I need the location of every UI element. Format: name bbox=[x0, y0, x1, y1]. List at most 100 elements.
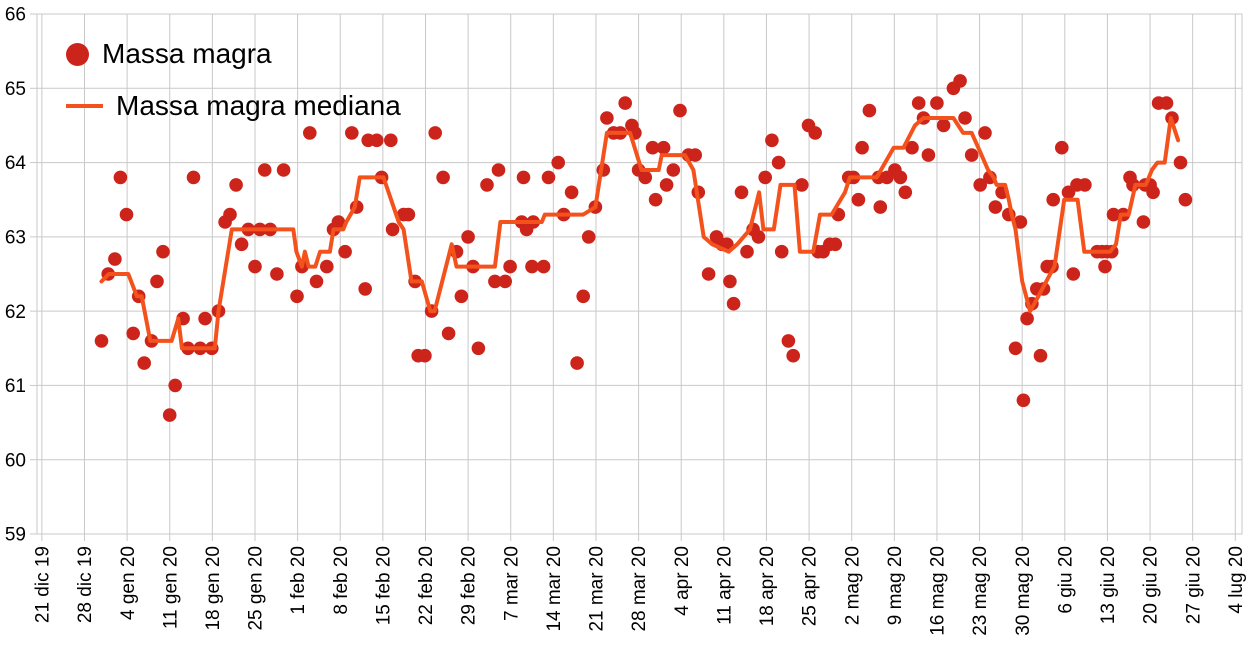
data-point bbox=[638, 170, 653, 185]
x-tick-label: 4 apr 20 bbox=[672, 546, 693, 616]
x-tick-label: 20 giu 20 bbox=[1141, 546, 1162, 624]
data-point bbox=[198, 311, 212, 326]
data-point bbox=[1008, 341, 1023, 356]
data-point bbox=[786, 348, 800, 363]
data-point bbox=[480, 178, 494, 192]
data-point bbox=[734, 185, 749, 200]
data-point bbox=[303, 126, 317, 140]
data-point bbox=[958, 111, 972, 125]
data-point bbox=[428, 126, 443, 140]
data-point bbox=[1055, 140, 1069, 155]
data-point bbox=[551, 155, 565, 170]
data-point bbox=[781, 334, 796, 348]
data-point bbox=[320, 259, 334, 274]
legend-label-massa-magra: Massa magra bbox=[102, 38, 272, 69]
x-tick-label: 15 feb 20 bbox=[374, 546, 395, 625]
data-point bbox=[276, 163, 291, 177]
data-point bbox=[740, 244, 754, 259]
data-point bbox=[1033, 348, 1048, 363]
data-point bbox=[290, 289, 304, 304]
data-point bbox=[921, 148, 936, 162]
x-tick-label: 18 gen 20 bbox=[203, 546, 224, 631]
x-tick-label: 25 gen 20 bbox=[246, 546, 267, 631]
data-point bbox=[525, 259, 539, 274]
data-point bbox=[385, 222, 400, 237]
data-point bbox=[1046, 192, 1060, 207]
median-line-swatch-icon bbox=[66, 104, 103, 108]
x-tick-label: 29 feb 20 bbox=[459, 546, 480, 625]
data-point bbox=[771, 155, 786, 170]
data-point bbox=[491, 163, 506, 177]
y-tick-label: 62 bbox=[5, 302, 26, 323]
data-point bbox=[488, 274, 502, 289]
plot-border bbox=[36, 13, 1243, 535]
data-point bbox=[234, 237, 249, 252]
data-point bbox=[126, 326, 140, 341]
data-point bbox=[873, 200, 888, 214]
x-axis-labels: 21 dic 19 28 dic 19 4 gen 20 11 gen 20 18 ge… bbox=[33, 546, 1247, 636]
data-point bbox=[648, 192, 663, 207]
data-point bbox=[436, 170, 450, 185]
scatter-series-massa-magra bbox=[94, 74, 1193, 422]
data-point bbox=[471, 341, 486, 356]
data-point bbox=[461, 230, 475, 244]
x-tick-label: 21 dic 19 bbox=[33, 546, 54, 623]
data-point bbox=[1013, 215, 1028, 229]
y-tick-label: 61 bbox=[5, 376, 26, 397]
data-point bbox=[964, 148, 979, 162]
data-point bbox=[723, 274, 737, 289]
data-point bbox=[418, 348, 432, 363]
data-point bbox=[384, 133, 398, 148]
x-tick-label: 22 feb 20 bbox=[416, 546, 437, 625]
data-point bbox=[541, 170, 556, 185]
data-point bbox=[331, 215, 346, 229]
data-point bbox=[688, 148, 702, 162]
median-line bbox=[99, 116, 1181, 351]
x-tick-label: 6 giu 20 bbox=[1055, 546, 1076, 614]
data-point bbox=[94, 334, 109, 348]
data-point bbox=[108, 252, 122, 266]
data-point bbox=[978, 126, 992, 140]
data-point bbox=[358, 282, 373, 296]
data-point bbox=[656, 140, 671, 155]
data-point bbox=[1136, 215, 1151, 229]
x-tick-label: 11 apr 20 bbox=[714, 546, 735, 625]
x-tick-label: 9 mag 20 bbox=[885, 546, 906, 625]
x-tick-label: 11 gen 20 bbox=[160, 546, 181, 629]
y-tick-label: 64 bbox=[5, 153, 27, 174]
x-tick-label: 14 mar 20 bbox=[544, 546, 565, 632]
data-point bbox=[257, 163, 272, 177]
x-tick-label: 1 feb 20 bbox=[288, 546, 309, 615]
data-point bbox=[248, 259, 262, 274]
data-point bbox=[564, 185, 579, 200]
tick-marks bbox=[30, 13, 1236, 541]
data-point bbox=[581, 230, 596, 244]
data-point bbox=[1098, 259, 1112, 274]
data-point bbox=[570, 356, 584, 370]
data-point bbox=[113, 170, 128, 185]
data-point bbox=[701, 267, 716, 281]
x-tick-label: 28 dic 19 bbox=[75, 546, 96, 623]
data-point bbox=[536, 259, 551, 274]
data-point bbox=[186, 170, 201, 185]
x-tick-label: 16 mag 20 bbox=[928, 546, 949, 636]
data-point bbox=[1020, 311, 1034, 326]
x-tick-label: 7 mar 20 bbox=[501, 546, 522, 621]
data-point bbox=[223, 207, 237, 222]
data-point bbox=[851, 192, 866, 207]
data-point bbox=[618, 96, 632, 110]
x-tick-label: 28 mar 20 bbox=[629, 546, 650, 632]
data-point bbox=[758, 170, 772, 185]
data-point bbox=[666, 163, 681, 177]
data-point bbox=[988, 200, 1003, 214]
data-point bbox=[345, 126, 359, 140]
legend-label-massa-magra-mediana: Massa magra mediana bbox=[116, 90, 401, 121]
data-point bbox=[119, 207, 134, 222]
x-tick-label: 8 feb 20 bbox=[331, 546, 352, 615]
data-point bbox=[309, 274, 324, 289]
data-point bbox=[1146, 185, 1160, 200]
legend-item-massa-magra-mediana: Massa magra mediana bbox=[66, 86, 401, 126]
data-point bbox=[795, 178, 809, 192]
y-axis-labels: 59 60 61 62 63 64 65 66 bbox=[5, 5, 27, 546]
data-point bbox=[1066, 267, 1081, 281]
